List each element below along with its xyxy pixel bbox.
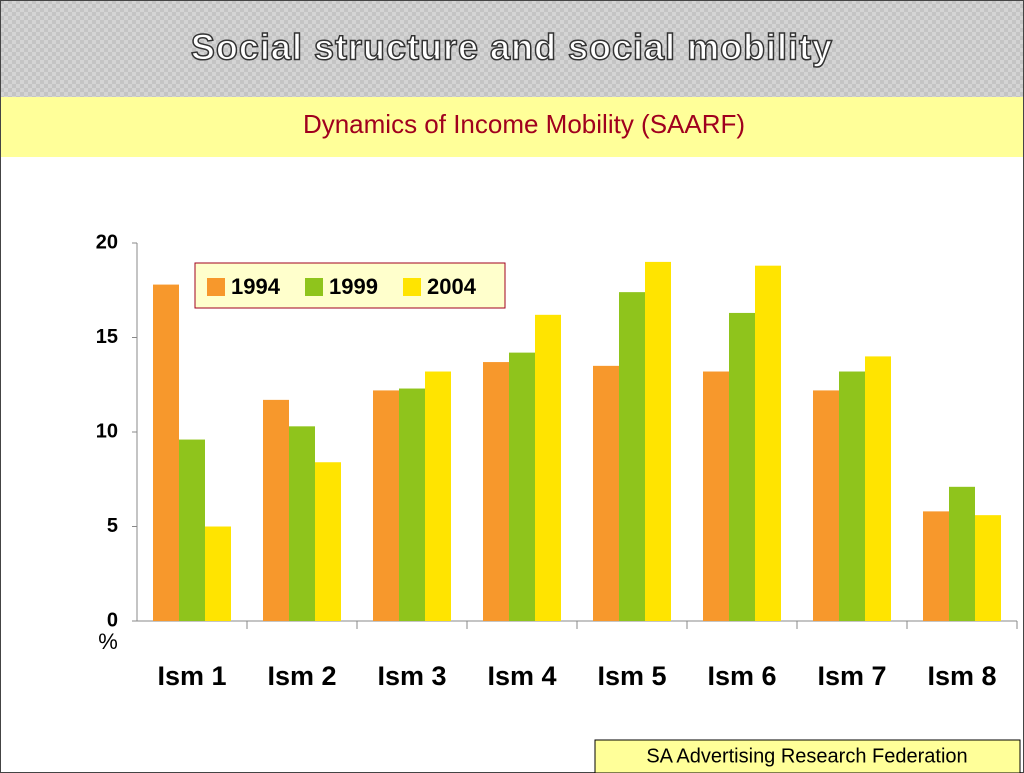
bar [535,314,561,621]
bar [729,312,755,621]
bar [813,390,839,621]
legend-label: 2004 [427,274,477,299]
source: SA Advertising Research Federation [646,745,967,767]
bar [373,390,399,621]
x-tick-label: Ism 7 [817,661,886,691]
y-axis-label: % [98,629,118,654]
y-tick-label: 20 [96,231,118,253]
bar [153,284,179,621]
legend-swatch [305,278,323,296]
bar [315,462,341,621]
legend-box [194,262,506,309]
bar [509,352,535,621]
legend-swatch [207,278,225,296]
x-tick-label: Ism 3 [377,661,446,691]
legend-swatch [403,278,421,296]
legend-label: 1999 [329,274,378,299]
subtitle-band [0,97,1024,157]
bar [619,292,645,621]
bar [289,426,315,621]
bar [425,371,451,621]
bar [949,486,975,621]
x-tick-label: Ism 4 [487,661,556,691]
bar [593,365,619,621]
bar [839,371,865,621]
plot: 0 5 10 15 20 Ism 1 Ism 2 Ism 3 Ism 4 Ism 5 Ism 6 Is… [96,231,1018,691]
chart-subtitle: Dynamics of Income Mobility (SAARF) [303,109,745,139]
bar [975,515,1001,621]
bar [703,371,729,621]
slide-title: Social structure and social mobility [191,27,833,68]
y-tick-label: 15 [96,326,118,348]
bar [865,356,891,621]
bar [179,439,205,621]
y-tick-label: 10 [96,420,118,442]
header-band [0,0,1024,97]
x-tick-label: Ism 6 [707,661,776,691]
x-tick-label: Ism 2 [267,661,336,691]
bar [645,261,671,621]
x-tick-label: Ism 8 [927,661,996,691]
y-tick-label: 5 [107,515,118,537]
bar [399,388,425,621]
y-tick-label: 0 [107,609,118,631]
source-box [594,739,1021,773]
bar [205,526,231,621]
bar [263,399,289,621]
legend-label: 1994 [231,274,281,299]
bar [755,265,781,621]
bar [923,511,949,621]
bar [483,362,509,621]
x-tick-label: Ism 5 [597,661,666,691]
x-tick-label: Ism 1 [157,661,226,691]
